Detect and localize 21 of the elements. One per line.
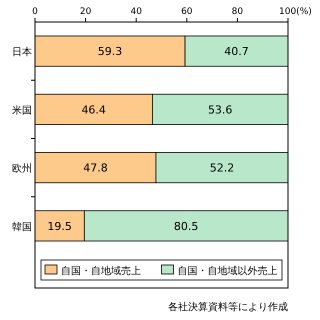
data-label: 52.2 bbox=[210, 162, 234, 175]
y-tick-label: 欧州 bbox=[12, 162, 32, 175]
data-label: 46.4 bbox=[81, 103, 106, 116]
text: 各社決算資料等により作成 bbox=[168, 301, 288, 313]
data-label: 53.6 bbox=[208, 103, 232, 116]
data-label: 40.7 bbox=[224, 45, 249, 58]
data-label: 80.5 bbox=[174, 220, 198, 233]
data-label: 59.3 bbox=[98, 45, 122, 58]
x-tick-label: 0 bbox=[32, 7, 38, 17]
legend-label: 自国・自地域以外売上 bbox=[178, 265, 278, 277]
x-tick-label: 60 bbox=[181, 7, 193, 17]
x-tick-label: 100(%) bbox=[279, 7, 312, 17]
data-label: 19.5 bbox=[47, 220, 72, 233]
x-tick-label: 20 bbox=[80, 7, 92, 17]
data-label: 47.8 bbox=[83, 162, 108, 175]
x-tick-label: 80 bbox=[232, 7, 244, 17]
y-tick-label: 韓国 bbox=[12, 220, 32, 233]
legend-label: 自国・自地域売上 bbox=[61, 265, 141, 277]
y-tick-label: 米国 bbox=[12, 104, 32, 116]
x-tick-label: 40 bbox=[130, 7, 142, 17]
y-tick-label: 日本 bbox=[12, 46, 32, 58]
